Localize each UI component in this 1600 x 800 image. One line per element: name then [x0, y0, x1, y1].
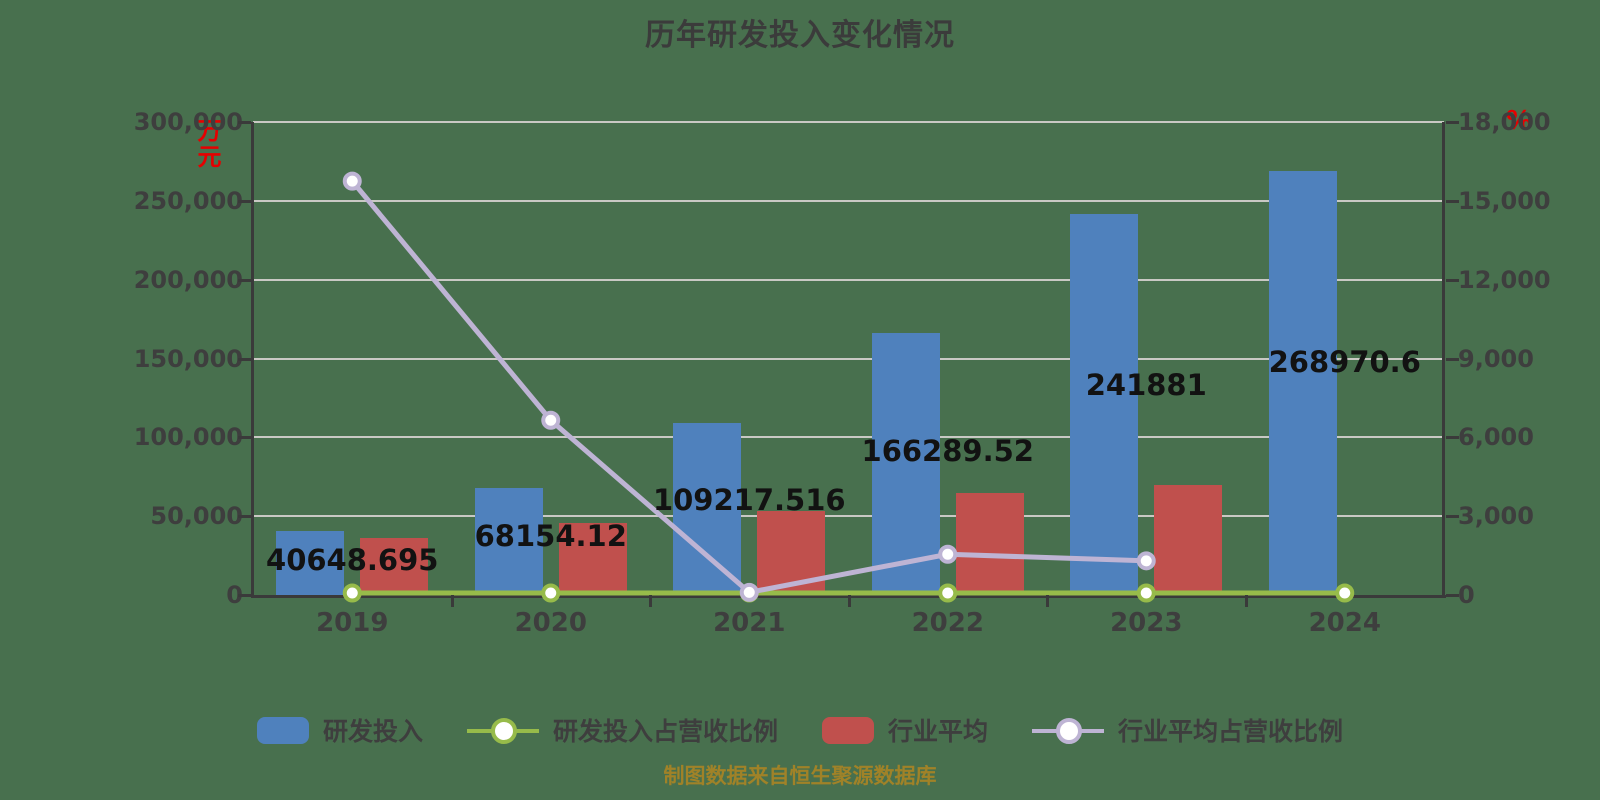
rd-investment-bar-2020	[474, 487, 543, 595]
right-axis-tick	[1446, 199, 1459, 203]
left-axis-tick-label: 300,000	[133, 108, 243, 136]
right-axis-tick	[1446, 121, 1459, 124]
x-axis-tick	[649, 595, 652, 607]
line-marker	[1335, 583, 1355, 603]
rd-investment-bar-2019	[276, 530, 345, 595]
gridline	[253, 121, 1444, 123]
right-axis-tick-label: 6,000	[1458, 423, 1534, 452]
right-axis-tick	[1446, 278, 1459, 282]
rd-investment-bar-2021	[673, 422, 742, 595]
right-axis-tick-label: 18,000	[1458, 108, 1551, 136]
right-axis-tick	[1446, 436, 1459, 440]
rd-investment-bar-2022	[871, 332, 940, 595]
line-marker	[938, 583, 958, 603]
left-axis-line	[251, 122, 254, 598]
bar-value-label-2023: 241881	[1085, 368, 1207, 403]
legend-line-marker	[466, 717, 539, 744]
x-axis-label-2021: 2021	[713, 608, 786, 638]
gridline	[253, 278, 1444, 281]
bar-value-label-2022: 166289.52	[861, 433, 1034, 468]
industry-ratio-line	[350, 179, 1147, 596]
gridline	[253, 199, 1444, 202]
bar-value-label-2024: 268970.6	[1268, 344, 1421, 379]
line-marker	[541, 410, 561, 430]
bar-value-label-2020: 68154.12	[474, 518, 627, 553]
x-axis-tick	[1046, 595, 1049, 607]
line-marker	[342, 171, 362, 191]
data-source-credit: 制图数据来自恒生聚源数据库	[663, 764, 937, 788]
gridline	[253, 436, 1444, 439]
right-axis-tick-label: 0	[1458, 581, 1475, 609]
line-marker	[1136, 583, 1156, 603]
right-axis-line	[1442, 122, 1445, 598]
chart-legend: 研发投入 研发投入占营收比例 行业平均 行业平均占营收比例	[0, 712, 1600, 748]
left-axis-tick	[238, 121, 251, 124]
left-axis-tick	[238, 199, 251, 203]
left-axis-unit-label: 万元	[193, 118, 221, 170]
legend-label: 研发投入	[322, 717, 423, 746]
legend-line-dot	[490, 717, 517, 744]
left-axis-tick	[238, 357, 251, 361]
line-marker	[541, 583, 561, 603]
industry-average-bar-2020	[558, 522, 627, 595]
industry-average-bar-2019	[360, 537, 429, 595]
legend-item-1[interactable]: 研发投入占营收比例	[466, 712, 778, 748]
left-axis-tick-label: 100,000	[133, 423, 243, 452]
legend-line-marker	[1032, 717, 1105, 744]
left-axis-tick-label: 50,000	[150, 502, 243, 531]
plot-area: 40648.695 68154.12 109217.516 166289.52 2418…	[238, 121, 1459, 638]
x-axis-label-2020: 2020	[514, 608, 587, 638]
legend-item-0[interactable]: 研发投入	[256, 712, 423, 748]
legend-label: 行业平均占营收比例	[1118, 717, 1344, 746]
line-marker	[938, 544, 958, 564]
left-axis-tick	[238, 436, 251, 440]
rd-investment-bar-2024	[1268, 170, 1337, 595]
left-axis-tick	[238, 278, 251, 282]
rd-investment-bar-2023	[1070, 213, 1139, 595]
gridline	[253, 357, 1444, 360]
left-axis-tick	[238, 515, 251, 519]
x-axis-tick	[1244, 595, 1248, 607]
legend-line-dot	[1056, 717, 1083, 744]
x-axis-label-2023: 2023	[1110, 608, 1183, 638]
legend-bar-swatch	[822, 716, 874, 744]
industry-average-bar-2023	[1154, 485, 1223, 595]
chart-title: 历年研发投入变化情况	[645, 18, 955, 53]
gridline	[253, 515, 1444, 518]
line-marker	[1136, 551, 1156, 571]
right-axis-tick	[1446, 515, 1459, 519]
right-axis-tick-label: 12,000	[1458, 265, 1551, 294]
legend-label: 研发投入占营收比例	[552, 717, 778, 746]
line-series	[342, 171, 1355, 603]
bar-value-label-2021: 109217.516	[652, 483, 846, 518]
x-axis-tick	[450, 595, 454, 607]
x-axis-label-2019: 2019	[316, 608, 389, 638]
right-axis-tick-label: 9,000	[1458, 344, 1534, 373]
x-axis-label-2022: 2022	[911, 608, 984, 638]
x-axis-label-2024: 2024	[1308, 608, 1381, 638]
right-axis-unit-label: %	[1506, 106, 1533, 136]
left-axis-tick-label: 250,000	[133, 186, 243, 215]
right-axis-tick	[1446, 594, 1459, 597]
legend-item-3[interactable]: 行业平均占营收比例	[1032, 712, 1343, 748]
legend-bar-swatch	[256, 716, 309, 744]
left-axis-tick-label: 200,000	[133, 265, 243, 294]
legend-item-2[interactable]: 行业平均	[822, 712, 988, 748]
left-axis-tick-label: 150,000	[133, 344, 243, 373]
x-axis-tick	[847, 595, 851, 607]
right-axis-tick-label: 15,000	[1458, 186, 1551, 215]
left-axis-tick-label: 0	[226, 581, 243, 609]
legend-label: 行业平均	[888, 717, 989, 746]
right-axis-tick-label: 3,000	[1458, 502, 1534, 531]
right-axis-tick	[1446, 357, 1459, 361]
bar-value-label-2019: 40648.695	[266, 542, 439, 577]
left-axis-tick	[238, 594, 251, 597]
industry-average-bar-2022	[955, 493, 1024, 595]
line-marker	[342, 583, 362, 603]
line-marker	[739, 582, 759, 602]
